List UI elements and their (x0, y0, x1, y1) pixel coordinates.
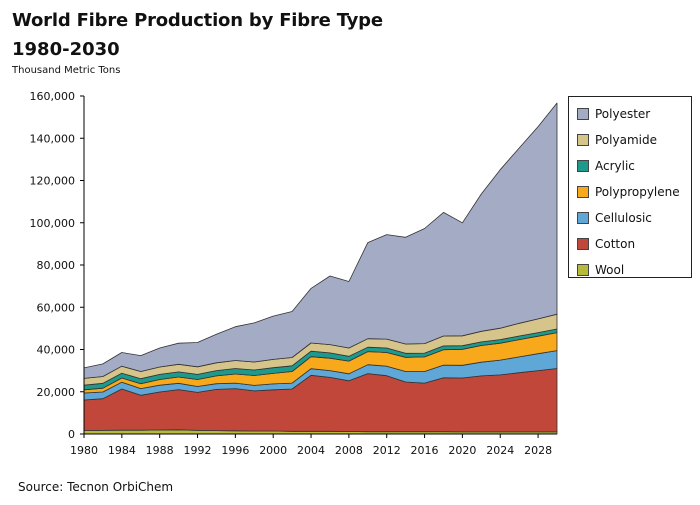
legend-label: Cellulosic (595, 211, 652, 225)
y-tick-label: 140,000 (30, 132, 76, 145)
legend-item-acrylic: Acrylic (569, 153, 691, 179)
x-tick-label: 1988 (146, 444, 174, 457)
x-tick-label: 2012 (373, 444, 401, 457)
legend-swatch (577, 108, 589, 120)
x-tick-label: 1980 (70, 444, 98, 457)
legend-swatch (577, 160, 589, 172)
x-tick-label: 2016 (411, 444, 439, 457)
x-tick-label: 1984 (108, 444, 136, 457)
legend-item-polypropylene: Polypropylene (569, 179, 691, 205)
chart-subtitle: 1980-2030 (12, 39, 120, 60)
source-note: Source: Tecnon OrbiChem (18, 480, 174, 494)
y-tick-label: 20,000 (37, 386, 76, 399)
x-tick-label: 2004 (297, 444, 325, 457)
legend-label: Polypropylene (595, 185, 680, 199)
legend-item-wool: Wool (569, 257, 691, 283)
legend-swatch (577, 264, 589, 276)
legend-label: Polyamide (595, 133, 657, 147)
series-area-polyester (83, 102, 558, 379)
x-tick-label: 1996 (221, 444, 249, 457)
x-tick-label: 1992 (184, 444, 212, 457)
legend-item-polyamide: Polyamide (569, 127, 691, 153)
x-tick-label: 2028 (524, 444, 552, 457)
chart-title: World Fibre Production by Fibre Type (12, 10, 383, 31)
legend-label: Cotton (595, 237, 636, 251)
y-tick-label: 40,000 (37, 344, 76, 357)
legend-label: Polyester (595, 107, 651, 121)
legend-swatch (577, 134, 589, 146)
y-tick-label: 100,000 (30, 217, 76, 230)
x-tick-label: 2008 (335, 444, 363, 457)
legend-item-cotton: Cotton (569, 231, 691, 257)
legend-swatch (577, 186, 589, 198)
y-axis-unit-label: Thousand Metric Tons (12, 65, 121, 76)
legend-swatch (577, 238, 589, 250)
x-tick-label: 2020 (448, 444, 476, 457)
y-tick-label: 120,000 (30, 175, 76, 188)
y-tick-label: 160,000 (30, 90, 76, 103)
chart-legend: Polyester Polyamide Acrylic Polypropylene Ce… (568, 96, 692, 278)
y-tick-label: 80,000 (37, 259, 76, 272)
y-tick-label: 0 (68, 428, 75, 441)
legend-swatch (577, 212, 589, 224)
y-tick-label: 60,000 (37, 301, 76, 314)
legend-item-cellulosic: Cellulosic (569, 205, 691, 231)
legend-label: Wool (595, 263, 625, 277)
x-tick-label: 2024 (486, 444, 514, 457)
legend-label: Acrylic (595, 159, 635, 173)
x-tick-label: 2000 (259, 444, 287, 457)
legend-item-polyester: Polyester (569, 101, 691, 127)
